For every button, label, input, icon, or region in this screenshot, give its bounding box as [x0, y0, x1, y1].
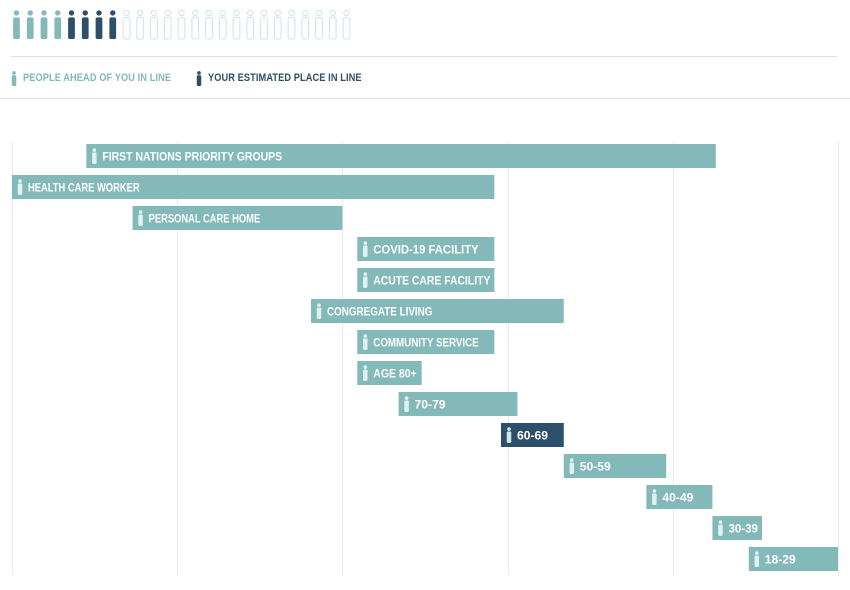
person-icon	[315, 9, 323, 40]
bar-rect	[357, 330, 495, 354]
person-icon	[301, 9, 310, 40]
bar-rect	[748, 547, 838, 571]
person-icon	[246, 9, 255, 40]
bar-8: 70-79	[398, 392, 518, 416]
bar-label: AGE 80+	[373, 367, 416, 381]
bar-rect	[646, 485, 713, 509]
person-icon	[260, 9, 268, 40]
legend-label-you: YOUR ESTIMATED PLACE IN LINE	[208, 72, 362, 84]
person-icon	[177, 9, 186, 40]
bar-label: ACUTE CARE FACILITY	[373, 274, 490, 288]
person-icon	[109, 10, 117, 39]
person-icon	[506, 427, 512, 443]
bar-10: 50-59	[563, 454, 667, 478]
person-icon	[342, 9, 351, 40]
person-icon	[718, 520, 723, 536]
person-icon	[54, 10, 62, 39]
legend-label-ahead: PEOPLE AHEAD OF YOU IN LINE	[23, 72, 172, 84]
bar-rect	[357, 237, 495, 261]
person-icon	[17, 179, 23, 195]
bar-9: 60-69	[500, 423, 564, 447]
bar-1: HEALTH CARE WORKER	[12, 175, 495, 199]
person-icon	[363, 272, 368, 288]
person-icon	[404, 396, 409, 412]
bar-label: 50-59	[580, 460, 611, 474]
person-icon	[363, 365, 368, 381]
bar-13: 18-29	[748, 547, 838, 571]
person-icon	[273, 9, 282, 40]
people-row	[11, 8, 371, 42]
person-icon	[11, 70, 17, 86]
person-icon	[68, 10, 75, 39]
person-icon	[316, 303, 322, 319]
bar-rect	[398, 392, 518, 416]
bar-label: FIRST NATIONS PRIORITY GROUPS	[102, 150, 282, 164]
person-icon	[191, 9, 200, 40]
person-icon	[92, 148, 97, 164]
bar-rect	[500, 423, 564, 447]
bar-rect	[563, 454, 667, 478]
person-icon	[363, 241, 368, 257]
person-icon	[81, 10, 89, 39]
person-icon	[122, 9, 131, 40]
person-icon	[95, 10, 103, 39]
bar-label: 30-39	[728, 522, 758, 536]
person-icon	[218, 9, 227, 40]
bar-3: COVID-19 FACILITY	[357, 237, 495, 261]
bar-label: 60-69	[517, 429, 548, 443]
person-icon	[363, 334, 368, 350]
bar-label: PERSONAL CARE HOME	[149, 212, 261, 226]
bar-2: PERSONAL CARE HOME	[132, 206, 343, 230]
person-icon	[13, 10, 20, 39]
bar-label: COVID-19 FACILITY	[373, 243, 478, 257]
bar-4: ACUTE CARE FACILITY	[357, 268, 495, 292]
person-icon	[754, 551, 760, 567]
bar-rect	[86, 144, 716, 168]
legend-people-ahead: PEOPLE AHEAD OF YOU IN LINE	[11, 70, 199, 86]
bar-6: COMMUNITY SERVICE	[357, 330, 495, 354]
separator-bottom	[0, 98, 850, 99]
person-icon	[287, 9, 296, 40]
bar-5: CONGREGATE LIVING	[311, 299, 564, 323]
bar-label: 18-29	[765, 553, 796, 567]
bar-12: 30-39	[712, 516, 763, 540]
person-icon	[196, 70, 202, 86]
legend-your-place: YOUR ESTIMATED PLACE IN LINE	[196, 70, 391, 86]
person-icon	[136, 9, 145, 40]
priority-timeline-chart: FIRST NATIONS PRIORITY GROUPS HEALTH CARE…	[12, 142, 839, 575]
bar-label: COMMUNITY SERVICE	[373, 336, 478, 350]
person-icon	[569, 458, 575, 474]
person-icon	[40, 10, 48, 39]
person-icon	[138, 210, 143, 226]
person-icon	[26, 10, 34, 39]
bar-11: 40-49	[646, 485, 713, 509]
bar-rect	[357, 268, 495, 292]
bar-rect	[311, 299, 564, 323]
person-icon	[205, 9, 213, 40]
bar-rect	[132, 206, 343, 230]
separator-top	[11, 56, 837, 57]
bar-label: 40-49	[662, 491, 693, 505]
person-icon	[652, 489, 657, 505]
person-icon	[232, 9, 241, 40]
bar-7: AGE 80+	[357, 361, 422, 385]
bar-rect	[357, 361, 422, 385]
person-icon	[150, 9, 158, 40]
bar-label: 70-79	[415, 398, 446, 412]
bar-label: CONGREGATE LIVING	[327, 305, 432, 319]
bar-rect	[12, 175, 495, 199]
person-icon	[328, 9, 337, 40]
bar-label: HEALTH CARE WORKER	[28, 181, 140, 195]
bar-0: FIRST NATIONS PRIORITY GROUPS	[86, 144, 716, 168]
person-icon	[163, 9, 172, 40]
